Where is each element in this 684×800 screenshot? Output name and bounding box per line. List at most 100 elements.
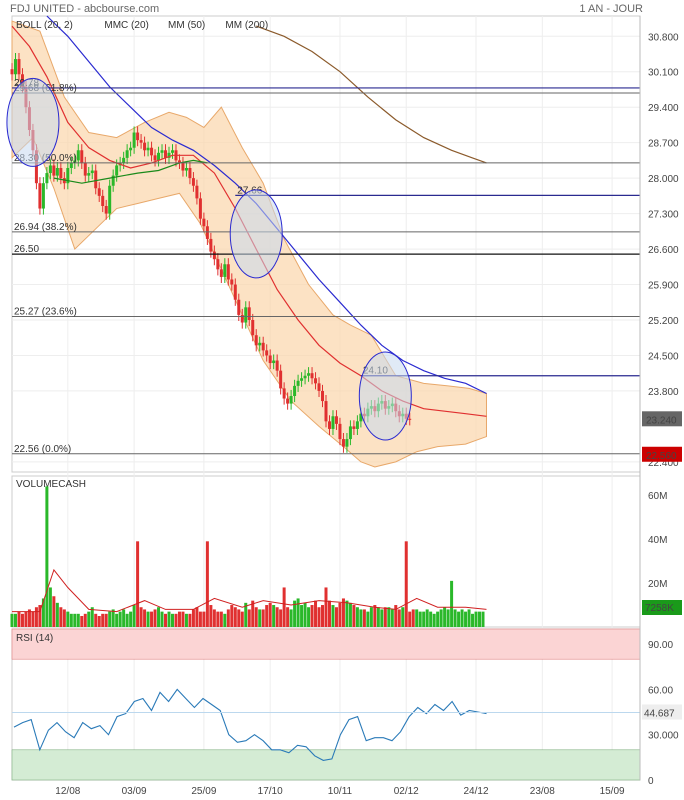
volume-bar <box>198 611 202 627</box>
volume-panel: VOLUMECASH <box>10 479 487 627</box>
candle-body <box>261 342 265 351</box>
volume-bar <box>191 609 195 627</box>
candle-body <box>62 178 66 184</box>
price-y-tick-label: 23.800 <box>648 387 679 398</box>
candle-body <box>272 360 276 364</box>
volume-bar <box>24 611 28 627</box>
candle-body <box>52 165 56 176</box>
candle-body <box>94 170 98 189</box>
candle-body <box>300 378 304 381</box>
rsi-last-label: 44.687 <box>644 709 675 720</box>
volume-bar <box>321 605 325 627</box>
rsi-oversold-zone <box>11 749 641 781</box>
volume-bar <box>289 609 293 627</box>
volume-bar <box>97 616 101 627</box>
volume-bar <box>62 609 66 627</box>
volume-bar <box>219 611 223 627</box>
volume-bar <box>108 611 112 627</box>
volume-bar <box>303 602 307 627</box>
candle-body <box>265 350 269 356</box>
volume-bar <box>146 611 150 627</box>
volume-bar <box>247 609 251 627</box>
volume-bar <box>80 616 84 627</box>
volume-bar <box>202 611 206 627</box>
volume-bar <box>230 605 234 627</box>
candle-body <box>310 373 314 379</box>
volume-bar <box>265 605 269 627</box>
candle-body <box>55 168 59 176</box>
legend-entry: MM (200) <box>225 20 268 31</box>
volume-bar <box>59 607 63 627</box>
volume-bar <box>31 611 35 627</box>
candle-body <box>101 195 105 206</box>
volume-bar <box>167 611 171 627</box>
candle-body <box>216 259 220 270</box>
volume-bar <box>352 605 356 627</box>
period-selector[interactable]: 1 AN - JOUR <box>579 3 643 15</box>
volume-bar <box>254 607 258 627</box>
volume-bar <box>244 602 248 627</box>
x-tick-label: 12/08 <box>55 786 80 797</box>
candle-body <box>331 416 335 429</box>
volume-bar <box>94 613 98 627</box>
volume-bar <box>258 609 262 627</box>
volume-bar <box>334 607 338 627</box>
volume-bar <box>52 596 56 627</box>
candle-body <box>275 360 279 371</box>
volume-bar <box>188 613 192 627</box>
price-y-tick-label: 25.900 <box>648 281 679 292</box>
volume-bar <box>408 611 412 627</box>
volume-bar <box>338 602 342 627</box>
volume-bar <box>387 607 391 627</box>
volume-bar <box>115 613 119 627</box>
candle-body <box>240 314 244 323</box>
price-y-tick-label: 22.400 <box>648 458 679 469</box>
volume-bar <box>383 607 387 627</box>
candle-body <box>66 168 70 184</box>
volume-bar <box>268 602 272 627</box>
candle-body <box>327 421 331 429</box>
candle-body <box>87 173 91 176</box>
candle-body <box>219 269 223 277</box>
volume-bar <box>450 580 454 627</box>
x-tick-label: 15/09 <box>600 786 625 797</box>
candle-body <box>132 132 136 148</box>
candle-body <box>13 59 17 75</box>
volume-bar <box>181 611 185 627</box>
volume-title: VOLUMECASH <box>16 479 86 490</box>
volume-bar <box>184 613 188 627</box>
price-y-tick-label: 29.400 <box>648 103 679 114</box>
candle-body <box>97 188 101 196</box>
low-price-label: 22.560 <box>646 451 677 462</box>
volume-bar <box>331 605 335 627</box>
rsi-y-tick-label: 0 <box>648 776 654 787</box>
candle-body <box>48 165 52 174</box>
candle-body <box>160 150 164 153</box>
candle-body <box>338 423 342 440</box>
candle-body <box>170 150 174 153</box>
volume-bar <box>20 613 24 627</box>
volume-bar <box>129 611 133 627</box>
volume-bar <box>87 611 91 627</box>
candle-body <box>143 142 147 151</box>
highlight-circle <box>6 77 60 167</box>
volume-bar <box>453 609 457 627</box>
volume-bar <box>425 609 429 627</box>
volume-bar <box>83 613 87 627</box>
volume-bar <box>73 613 77 627</box>
level-label: 26.50 <box>14 244 39 255</box>
x-tick-label: 23/08 <box>530 786 555 797</box>
volume-bar <box>233 607 237 627</box>
candle-body <box>10 69 14 75</box>
volume-bar <box>474 611 478 627</box>
price-y-tick-label: 27.300 <box>648 210 679 221</box>
volume-bar <box>362 609 366 627</box>
volume-bar <box>111 609 115 627</box>
volume-bar <box>418 611 422 627</box>
volume-bar <box>369 607 373 627</box>
volume-bar <box>397 609 401 627</box>
mmc20-line <box>53 159 208 184</box>
volume-bar <box>464 611 468 627</box>
volume-bar <box>345 600 349 627</box>
